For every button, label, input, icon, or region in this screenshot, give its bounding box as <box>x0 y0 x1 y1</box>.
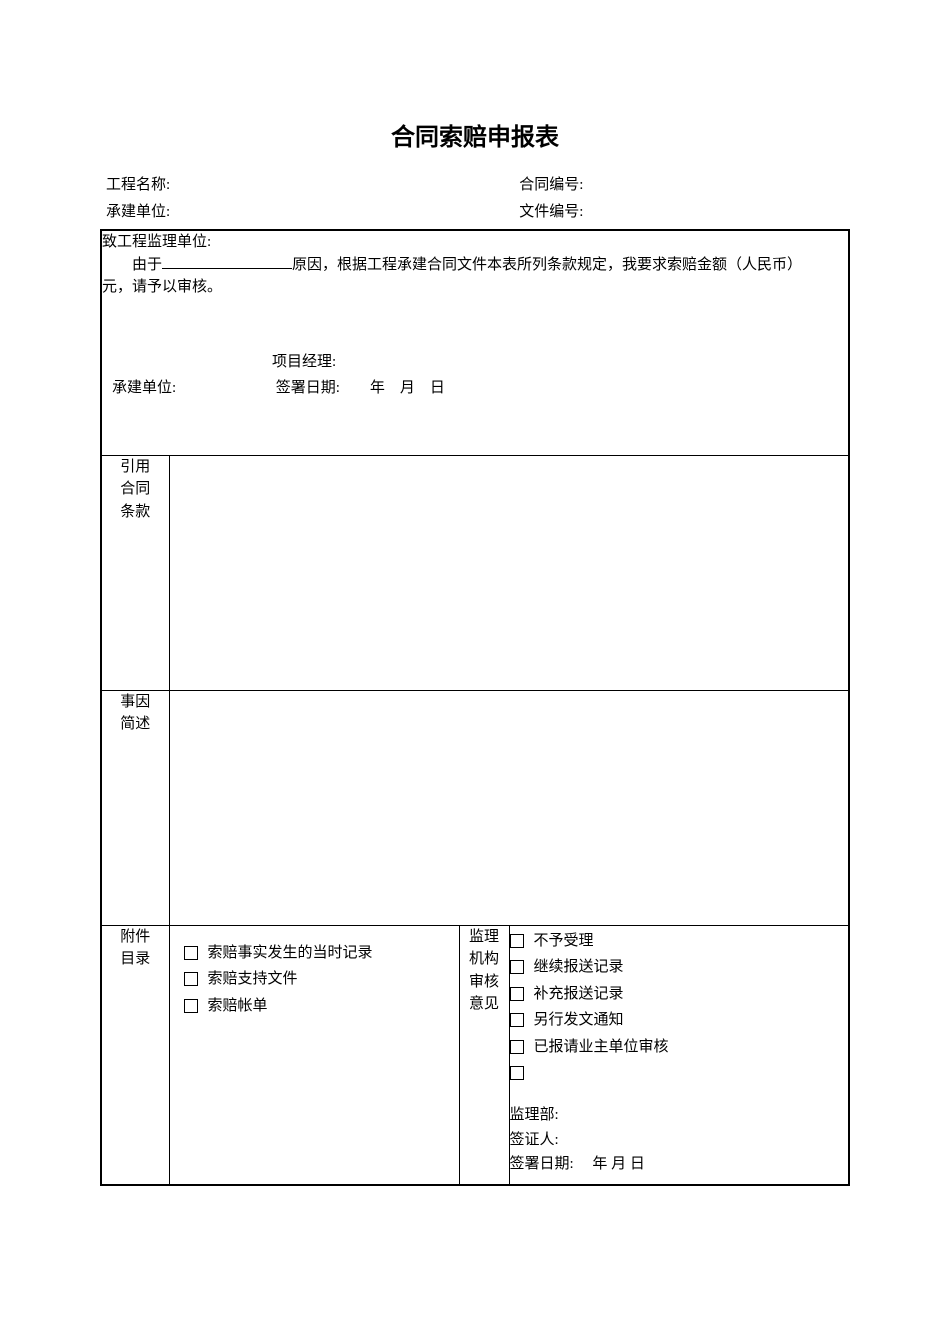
clause-label-cell: 引用 合同 条款 <box>101 455 169 690</box>
attach-label-cell: 附件 目录 <box>101 925 169 1185</box>
opinion-item-3: 另行发文通知 <box>510 1009 849 1032</box>
clause-label-3: 条款 <box>102 501 169 524</box>
opinion-label-2: 机构 <box>460 948 509 971</box>
header-row-2: 承建单位: 文件编号: <box>100 201 850 224</box>
opinion-item-4: 已报请业主单位审核 <box>510 1036 849 1059</box>
attach-item-label-2: 索赔帐单 <box>208 995 268 1018</box>
reason-label-cell: 事因 简述 <box>101 690 169 925</box>
attach-checklist: 索赔事实发生的当时记录 索赔支持文件 索赔帐单 <box>170 926 459 1034</box>
opinion-content: 不予受理 继续报送记录 补充报送记录 另行发文通知 已报请业主单位审核 <box>509 925 849 1185</box>
opinion-label-4: 意见 <box>460 993 509 1016</box>
attach-opinion-row: 附件 目录 索赔事实发生的当时记录 索赔支持文件 索赔帐单 监理 <box>101 925 849 1185</box>
to-supervisor: 致工程监理单位: <box>102 231 848 254</box>
unit-sign-line: 承建单位: 签署日期: 年 月 日 <box>112 377 445 400</box>
contractor-label: 承建单位: <box>106 201 519 224</box>
form-title: 合同索赔申报表 <box>100 120 850 156</box>
main-table: 致工程监理单位: 由于原因，根据工程承建合同文件本表所列条款规定，我要求索赔金额… <box>100 229 850 1186</box>
checkbox-icon[interactable] <box>510 1066 524 1080</box>
opinion-item-label-0: 不予受理 <box>534 930 594 953</box>
checkbox-icon[interactable] <box>510 960 524 974</box>
attach-content: 索赔事实发生的当时记录 索赔支持文件 索赔帐单 <box>169 925 459 1185</box>
doc-no-label: 文件编号: <box>519 201 844 224</box>
opinion-item-label-4: 已报请业主单位审核 <box>534 1036 669 1059</box>
checkbox-icon[interactable] <box>510 934 524 948</box>
opinion-signature-block: 监理部: 签证人: 签署日期: 年 月 日 <box>510 1104 849 1176</box>
checkbox-icon[interactable] <box>510 1013 524 1027</box>
attach-item-label-1: 索赔支持文件 <box>208 968 298 991</box>
opinion-label-cell: 监理 机构 审核 意见 <box>459 925 509 1185</box>
checkbox-icon[interactable] <box>510 1040 524 1054</box>
opinion-item-1: 继续报送记录 <box>510 956 849 979</box>
clause-row: 引用 合同 条款 <box>101 455 849 690</box>
clause-label-2: 合同 <box>102 478 169 501</box>
pm-label: 项目经理: <box>272 351 445 374</box>
claim-statement: 由于原因，根据工程承建合同文件本表所列条款规定，我要求索赔金额（人民币） 元，请… <box>102 254 848 299</box>
reason-blank[interactable] <box>162 254 292 269</box>
supervision-dept-label: 监理部: <box>510 1104 849 1127</box>
opinion-item-label-1: 继续报送记录 <box>534 956 624 979</box>
intro-row: 致工程监理单位: 由于原因，根据工程承建合同文件本表所列条款规定，我要求索赔金额… <box>101 230 849 455</box>
opinion-item-label-3: 另行发文通知 <box>534 1009 624 1032</box>
opinion-checklist: 不予受理 继续报送记录 补充报送记录 另行发文通知 已报请业主单位审核 <box>510 930 849 1081</box>
contract-no-label: 合同编号: <box>519 174 844 197</box>
opinion-date-label: 签署日期: 年 月 日 <box>510 1153 849 1176</box>
clause-label-1: 引用 <box>102 456 169 479</box>
checkbox-icon[interactable] <box>510 987 524 1001</box>
header-row-1: 工程名称: 合同编号: <box>100 174 850 197</box>
opinion-item-label-2: 补充报送记录 <box>534 983 624 1006</box>
checkbox-icon[interactable] <box>184 999 198 1013</box>
due-to-prefix: 由于 <box>132 257 162 273</box>
checkbox-icon[interactable] <box>184 972 198 986</box>
intro-cell: 致工程监理单位: 由于原因，根据工程承建合同文件本表所列条款规定，我要求索赔金额… <box>101 230 849 455</box>
unit-label: 承建单位: <box>112 377 272 400</box>
opinion-item-0: 不予受理 <box>510 930 849 953</box>
opinion-item-2: 补充报送记录 <box>510 983 849 1006</box>
attach-item-label-0: 索赔事实发生的当时记录 <box>208 942 373 965</box>
attach-label-1: 附件 <box>102 926 169 949</box>
reason-row: 事因 简述 <box>101 690 849 925</box>
clause-content[interactable] <box>169 455 849 690</box>
attach-item-1: 索赔支持文件 <box>184 968 445 991</box>
project-name-label: 工程名称: <box>106 174 519 197</box>
opinion-label-1: 监理 <box>460 926 509 949</box>
signature-block: 项目经理: 承建单位: 签署日期: 年 月 日 <box>112 351 445 400</box>
reason-label-1: 事因 <box>102 691 169 714</box>
opinion-label-3: 审核 <box>460 971 509 994</box>
opinion-item-5 <box>510 1062 849 1080</box>
attach-item-2: 索赔帐单 <box>184 995 445 1018</box>
reason-content[interactable] <box>169 690 849 925</box>
checkbox-icon[interactable] <box>184 946 198 960</box>
sign-date-label: 签署日期: 年 月 日 <box>276 380 445 396</box>
attach-label-2: 目录 <box>102 948 169 971</box>
reason-label-2: 简述 <box>102 713 169 736</box>
signer-label: 签证人: <box>510 1129 849 1152</box>
attach-item-0: 索赔事实发生的当时记录 <box>184 942 445 965</box>
